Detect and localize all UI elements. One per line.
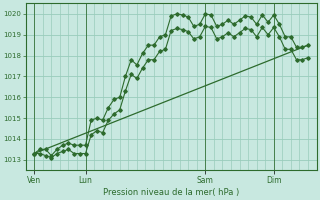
X-axis label: Pression niveau de la mer( hPa ): Pression niveau de la mer( hPa ) [103, 188, 239, 197]
